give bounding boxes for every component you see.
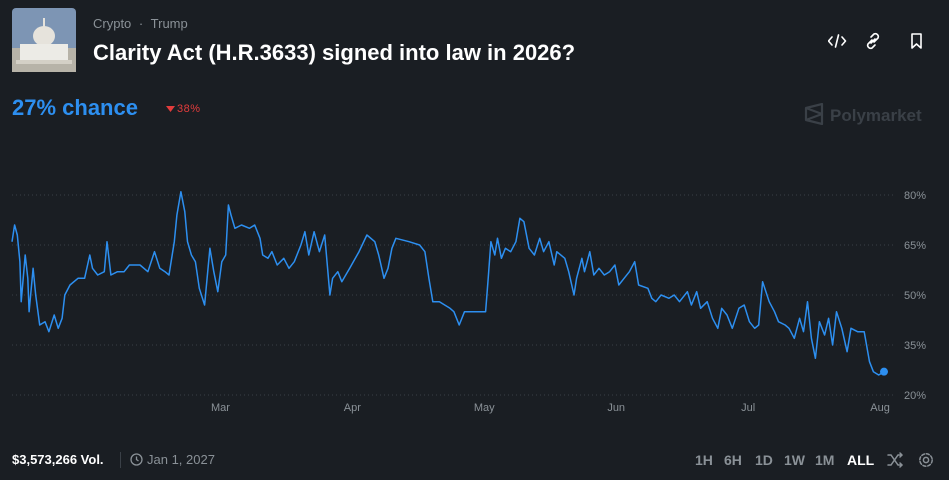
volume: $3,573,266 Vol. <box>12 452 104 467</box>
header-actions <box>828 32 922 50</box>
down-arrow-icon <box>166 106 175 113</box>
link-button[interactable] <box>866 32 880 50</box>
end-date: Jan 1, 2027 <box>130 452 215 467</box>
watermark-logo <box>804 102 824 126</box>
settings-button[interactable] <box>919 453 933 467</box>
category-link[interactable]: Crypto <box>93 16 132 31</box>
x-tick-label: Mar <box>211 402 230 414</box>
chance-label: 27% chance <box>12 95 138 120</box>
breadcrumb: Crypto · Trump <box>93 16 188 31</box>
change-value: 38% <box>177 103 201 115</box>
market-thumbnail <box>12 8 76 72</box>
y-tick-label: 35% <box>904 340 926 352</box>
brand-name: Polymarket <box>830 106 922 125</box>
x-tick-label: May <box>474 402 495 414</box>
range-button[interactable]: 6H <box>724 452 742 468</box>
end-date-text: Jan 1, 2027 <box>147 452 215 467</box>
shuffle-button[interactable] <box>887 452 904 468</box>
x-tick-label: Jul <box>741 402 755 414</box>
range-button[interactable]: 1W <box>784 452 805 468</box>
bookmark-button[interactable] <box>911 33 922 49</box>
y-tick-label: 20% <box>904 390 926 402</box>
range-button[interactable]: 1M <box>815 452 835 468</box>
range-button[interactable]: ALL <box>847 452 875 468</box>
x-tick-label: Jun <box>607 402 625 414</box>
x-tick-label: Apr <box>344 402 361 414</box>
divider <box>120 452 121 468</box>
clock-icon <box>130 453 143 466</box>
change-indicator: 38% <box>166 103 201 115</box>
tag-link[interactable]: Trump <box>150 16 188 31</box>
price-chart: 80% 65% 50% 35% 20% Mar Apr May Jun Jul Aug <box>11 190 926 414</box>
y-tick-label: 80% <box>904 190 926 202</box>
y-tick-label: 50% <box>904 290 926 302</box>
price-line <box>11 190 885 376</box>
embed-button[interactable] <box>828 34 847 48</box>
x-tick-label: Aug <box>870 402 890 414</box>
watermark: Polymarket <box>804 102 922 126</box>
range-button[interactable]: 1D <box>755 452 773 468</box>
footer-actions <box>887 452 933 468</box>
y-tick-label: 65% <box>904 240 926 252</box>
current-point <box>880 367 888 376</box>
range-button[interactable]: 1H <box>695 452 713 468</box>
separator: · <box>138 16 144 31</box>
market-title: Clarity Act (H.R.3633) signed into law i… <box>93 40 576 65</box>
